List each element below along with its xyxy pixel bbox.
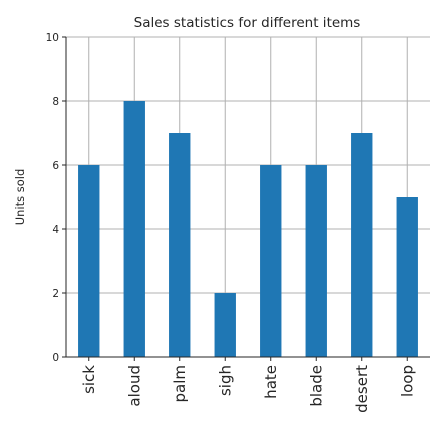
labels: 0 2 4 6 8 10 sick aloud palm sigh hate blade desert l… [46, 32, 417, 413]
y-axis-label: Units sold [13, 169, 27, 226]
bar-hate [260, 165, 282, 357]
y-tick-label: 10 [46, 32, 59, 44]
chart-title: Sales statistics for different items [134, 15, 361, 31]
bar-blade [305, 165, 327, 357]
y-tick-label: 2 [52, 288, 59, 300]
x-tick-label: sigh [216, 365, 234, 396]
bars [78, 101, 418, 357]
y-tick-label: 4 [52, 224, 59, 236]
x-tick-label: loop [398, 365, 416, 397]
bar-sigh [214, 293, 236, 357]
x-tick-label: aloud [125, 365, 143, 407]
grid [66, 36, 430, 358]
x-tick-label: palm [171, 365, 189, 403]
bar-palm [169, 133, 191, 357]
x-tick-label: blade [307, 365, 325, 407]
y-tick-label: 6 [52, 160, 59, 172]
x-tick-label: sick [80, 365, 98, 394]
x-tick-label: desert [353, 365, 371, 413]
bar-desert [351, 133, 373, 357]
bar-loop [396, 197, 418, 357]
y-tick-label: 0 [52, 352, 59, 364]
bar-aloud [123, 101, 145, 357]
x-tick-label: hate [262, 365, 280, 399]
y-tick-label: 8 [52, 96, 59, 108]
bar-sick [78, 165, 100, 357]
axes [62, 36, 430, 361]
